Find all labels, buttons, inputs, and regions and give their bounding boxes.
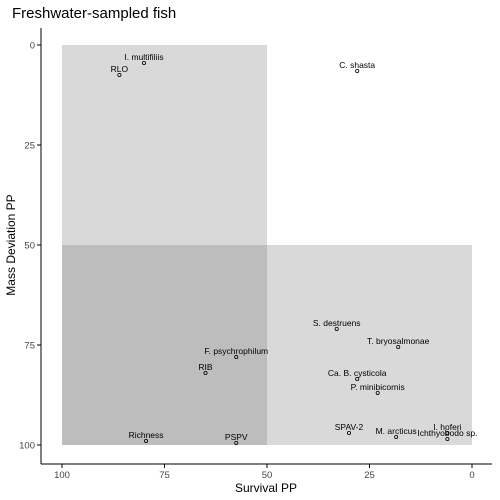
data-point bbox=[234, 440, 239, 445]
data-points: I. multifiliis RLO C. shasta S. destruens T.… bbox=[111, 52, 477, 445]
data-point bbox=[394, 434, 399, 439]
shaded-regions bbox=[62, 45, 472, 445]
y-tick-label: 75 bbox=[24, 341, 35, 352]
data-point bbox=[334, 326, 339, 331]
point-label: Ca. B. cysticola bbox=[328, 368, 387, 378]
y-tick-label: 100 bbox=[19, 441, 35, 452]
point-label: I. hoferi bbox=[433, 422, 461, 432]
shaded-region-3 bbox=[62, 245, 267, 445]
data-point bbox=[346, 430, 351, 435]
data-point bbox=[203, 370, 208, 375]
shaded-region-1 bbox=[62, 45, 267, 245]
y-tick-label: 25 bbox=[24, 141, 35, 152]
data-point bbox=[445, 436, 450, 441]
point-label: P. minibicornis bbox=[351, 382, 405, 392]
point-label: F. psychrophilum bbox=[204, 346, 268, 356]
data-point bbox=[375, 390, 380, 395]
y-axis-title: Mass Deviation PP bbox=[4, 194, 18, 295]
point-label: Ichthyobodo sp. bbox=[417, 428, 477, 438]
data-point bbox=[141, 61, 146, 66]
y-ticks: 0 25 50 75 100 bbox=[19, 41, 41, 452]
point-label: M. arcticus bbox=[376, 426, 417, 436]
x-tick-label: 50 bbox=[262, 470, 273, 481]
x-tick-label: 0 bbox=[469, 470, 474, 481]
point-label: RLO bbox=[111, 64, 129, 74]
data-point bbox=[117, 73, 122, 78]
data-point bbox=[234, 354, 239, 359]
point-label: I. multifiliis bbox=[124, 52, 163, 62]
point-label: C. shasta bbox=[339, 60, 375, 70]
x-ticks: 100 75 50 25 0 bbox=[54, 464, 475, 481]
point-label: Richness bbox=[129, 430, 164, 440]
y-tick-label: 0 bbox=[30, 41, 35, 52]
data-point bbox=[445, 430, 450, 435]
chart-title: Freshwater-sampled fish bbox=[12, 5, 176, 22]
x-tick-label: 25 bbox=[364, 470, 375, 481]
point-label: PSPV bbox=[225, 432, 248, 442]
point-label: SPAV-2 bbox=[335, 422, 364, 432]
data-point bbox=[144, 438, 149, 443]
point-label: T. bryosalmonae bbox=[367, 336, 430, 346]
point-label: S. destruens bbox=[313, 318, 361, 328]
x-axis-title: Survival PP bbox=[235, 481, 297, 495]
data-point bbox=[396, 344, 401, 349]
data-point bbox=[355, 69, 360, 74]
y-tick-label: 50 bbox=[24, 241, 35, 252]
shaded-region-2 bbox=[267, 245, 472, 445]
data-point bbox=[355, 376, 360, 381]
x-tick-label: 75 bbox=[159, 470, 170, 481]
point-label: RIB bbox=[198, 362, 213, 372]
x-tick-label: 100 bbox=[54, 470, 70, 481]
